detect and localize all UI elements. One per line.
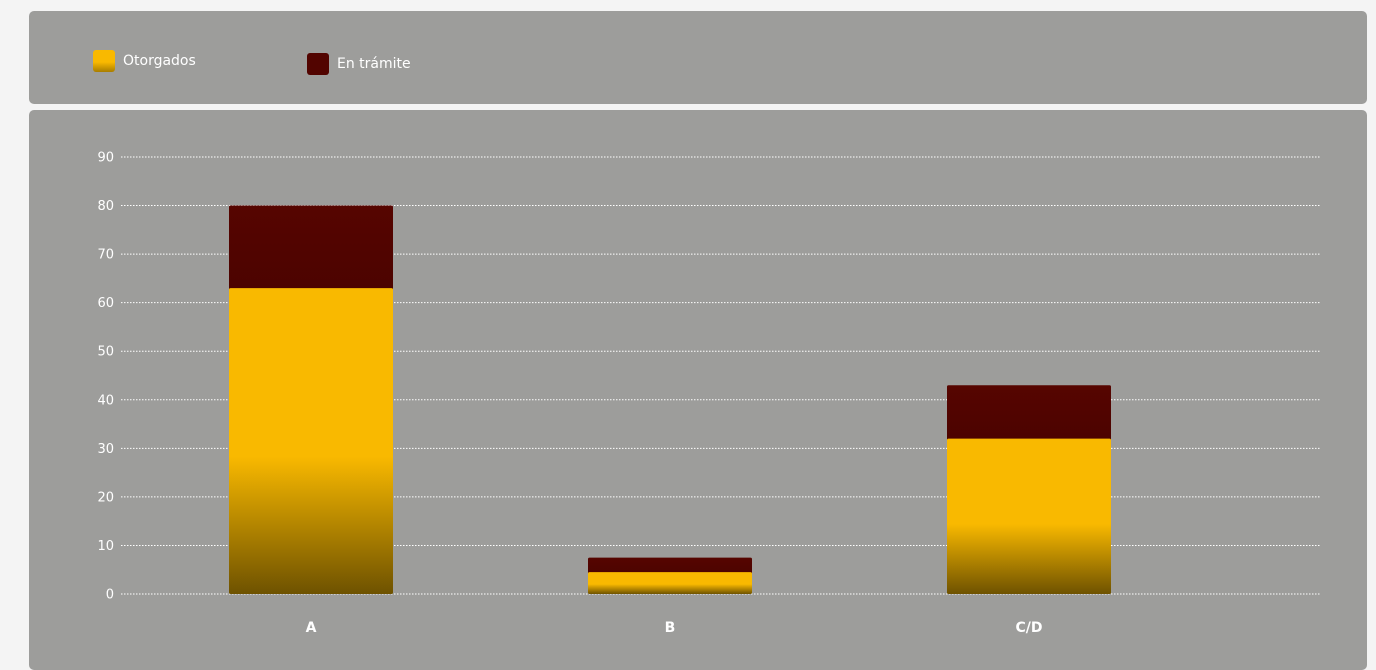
- bar-b-otorgados[interactable]: [588, 572, 752, 594]
- legend-label-en-tramite: En trámite: [337, 56, 411, 72]
- bar-b-en-tramite[interactable]: [588, 557, 752, 575]
- gridlines: [121, 156, 1321, 595]
- x-tick-label-b: B: [665, 620, 676, 636]
- y-tick-label-70: 70: [97, 248, 114, 263]
- bar-cd-en-tramite[interactable]: [947, 385, 1111, 441]
- x-tick-label-cd: C/D: [1015, 620, 1042, 636]
- y-tick-label-80: 80: [97, 199, 114, 214]
- legend-swatch-en-tramite: [307, 53, 329, 75]
- legend-label-otorgados: Otorgados: [123, 53, 196, 69]
- chart-panel: 0 10 20 30 40 50 60 70 80 90 A B C/D: [29, 110, 1367, 670]
- y-tick-label-20: 20: [97, 490, 114, 505]
- x-tick-label-a: A: [306, 620, 317, 636]
- bar-a-otorgados[interactable]: [229, 288, 393, 594]
- bars: [229, 205, 1111, 594]
- y-tick-label-10: 10: [97, 539, 114, 554]
- bar-cd-otorgados[interactable]: [947, 438, 1111, 594]
- x-axis: A B C/D: [306, 620, 1043, 636]
- legend-swatch-otorgados: [93, 50, 115, 72]
- stacked-bar-chart: 0 10 20 30 40 50 60 70 80 90 A B C/D: [97, 151, 1321, 636]
- y-tick-label-90: 90: [97, 151, 114, 166]
- y-tick-label-30: 30: [97, 442, 114, 457]
- legend-item-otorgados[interactable]: Otorgados: [93, 50, 196, 72]
- legend-panel: Otorgados En trámite: [29, 11, 1367, 104]
- y-tick-label-0: 0: [106, 588, 114, 603]
- legend-item-en-tramite[interactable]: En trámite: [307, 53, 411, 75]
- y-tick-label-40: 40: [97, 393, 114, 408]
- y-axis: 0 10 20 30 40 50 60 70 80 90: [97, 151, 114, 603]
- y-tick-label-60: 60: [97, 296, 114, 311]
- y-tick-label-50: 50: [97, 345, 114, 360]
- bar-a-en-tramite[interactable]: [229, 205, 393, 291]
